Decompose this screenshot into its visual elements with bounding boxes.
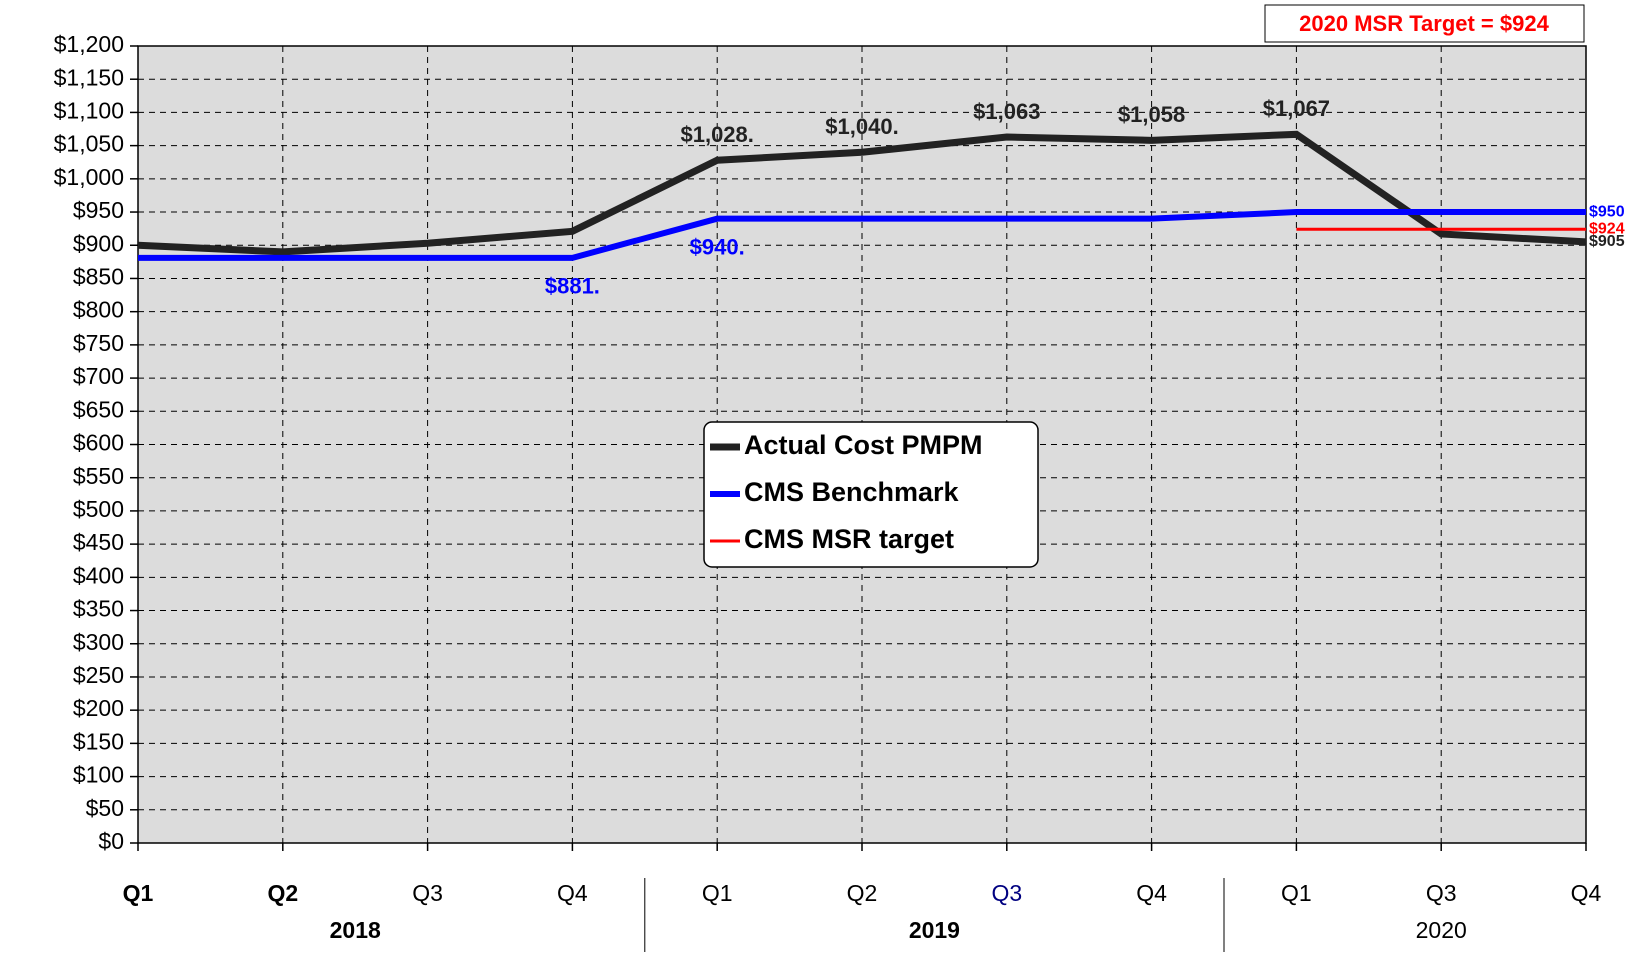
x-tick-label: Q3 xyxy=(1426,880,1457,906)
legend-label: CMS Benchmark xyxy=(744,477,960,507)
data-label: $1,040. xyxy=(825,114,898,139)
x-tick-label: Q1 xyxy=(123,880,154,906)
y-tick-label: $300 xyxy=(73,629,124,655)
x-tick-label: Q3 xyxy=(412,880,443,906)
y-tick-label: $150 xyxy=(73,728,124,754)
y-tick-label: $1,150 xyxy=(54,64,124,90)
y-tick-label: $750 xyxy=(73,330,124,356)
y-tick-label: $0 xyxy=(98,828,124,854)
y-tick-label: $1,000 xyxy=(54,164,124,190)
y-tick-label: $450 xyxy=(73,529,124,555)
data-label: $1,067 xyxy=(1263,96,1330,121)
legend-label: Actual Cost PMPM xyxy=(744,430,983,460)
y-tick-label: $500 xyxy=(73,496,124,522)
x-tick-label: Q1 xyxy=(1281,880,1312,906)
legend-label: CMS MSR target xyxy=(744,524,954,554)
y-tick-label: $100 xyxy=(73,762,124,788)
x-tick-label: Q4 xyxy=(1136,880,1167,906)
y-tick-label: $950 xyxy=(73,197,124,223)
data-label: $1,028. xyxy=(680,122,753,147)
y-tick-label: $50 xyxy=(86,795,124,821)
data-label: $1,058 xyxy=(1118,102,1185,127)
y-tick-label: $200 xyxy=(73,695,124,721)
legend-box xyxy=(703,421,1039,568)
x-tick-label: Q4 xyxy=(557,880,588,906)
y-tick-label: $1,100 xyxy=(54,97,124,123)
x-tick-label: Q4 xyxy=(1571,880,1602,906)
y-tick-label: $550 xyxy=(73,463,124,489)
y-tick-label: $800 xyxy=(73,297,124,323)
series-line xyxy=(137,130,1587,256)
x-tick-label: Q2 xyxy=(847,880,878,906)
y-tick-label: $400 xyxy=(73,562,124,588)
data-label: $940. xyxy=(690,234,745,259)
series-line xyxy=(138,209,1586,261)
x-group-label: 2020 xyxy=(1416,917,1467,943)
y-tick-label: $250 xyxy=(73,662,124,688)
x-group-label: 2019 xyxy=(909,917,960,943)
data-label: $1,063 xyxy=(973,99,1040,124)
x-tick-label: Q2 xyxy=(267,880,298,906)
data-label: $881. xyxy=(545,274,600,299)
x-tick-label: Q3 xyxy=(991,880,1022,906)
y-tick-label: $350 xyxy=(73,596,124,622)
y-tick-label: $1,050 xyxy=(54,131,124,157)
y-tick-label: $600 xyxy=(73,430,124,456)
title-box xyxy=(1264,4,1585,43)
y-tick-label: $650 xyxy=(73,396,124,422)
chart-title: 2020 MSR Target = $924 xyxy=(1299,11,1549,36)
x-tick-label: Q1 xyxy=(702,880,733,906)
data-label: $905 xyxy=(1589,233,1625,250)
x-group-label: 2018 xyxy=(330,917,381,943)
y-tick-label: $1,200 xyxy=(54,31,124,57)
y-tick-label: $850 xyxy=(73,264,124,290)
y-tick-label: $700 xyxy=(73,363,124,389)
data-label: $950 xyxy=(1589,203,1625,220)
y-tick-label: $900 xyxy=(73,230,124,256)
data-label: $924 xyxy=(1589,221,1625,238)
